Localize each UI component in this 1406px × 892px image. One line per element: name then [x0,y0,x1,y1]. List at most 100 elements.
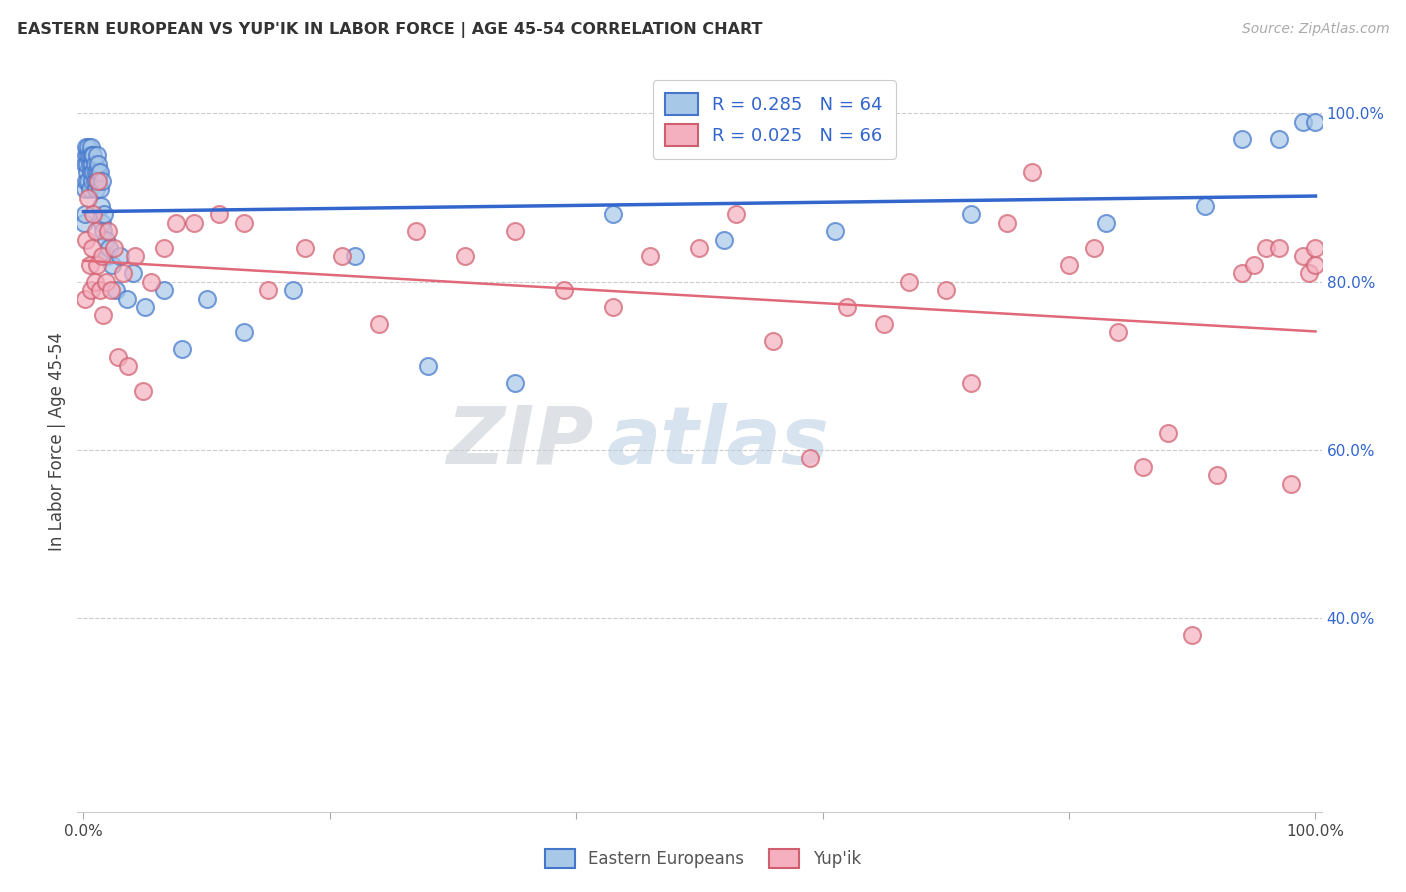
Point [73,216,96,230]
Point [107,351,129,365]
Point [1305,258,1327,272]
Point [104,283,127,297]
Point [1292,115,1315,129]
Point [1206,468,1229,483]
Point [165,216,187,230]
Point [73,292,96,306]
Point [87,174,110,188]
Point [368,317,391,331]
Point [935,283,957,297]
Point [82,157,104,171]
Point [82,207,104,221]
Point [124,250,146,264]
Point [1083,241,1105,255]
Point [553,283,575,297]
Point [111,266,134,280]
Point [76,157,98,171]
Point [73,157,96,171]
Point [93,207,115,221]
Point [725,207,748,221]
Point [1267,131,1289,145]
Point [602,300,624,314]
Point [997,216,1019,230]
Point [73,182,96,196]
Point [762,334,785,348]
Point [454,250,477,264]
Point [84,165,107,179]
Point [1181,628,1204,642]
Point [82,241,104,255]
Point [1156,426,1178,441]
Point [959,207,981,221]
Point [75,140,97,154]
Point [83,174,105,188]
Point [91,216,114,230]
Point [103,241,125,255]
Point [98,241,121,255]
Point [1107,325,1129,339]
Point [77,174,100,188]
Point [97,224,120,238]
Point [1095,216,1118,230]
Point [330,250,353,264]
Point [1298,266,1320,280]
Point [799,451,821,466]
Point [83,157,105,171]
Point [79,157,101,171]
Point [91,309,114,323]
Legend: R = 0.285   N = 64, R = 0.025   N = 66: R = 0.285 N = 64, R = 0.025 N = 66 [652,80,896,159]
Point [75,233,97,247]
Point [602,207,624,221]
Point [86,174,108,188]
Point [195,292,218,306]
Point [77,140,100,154]
Point [110,250,132,264]
Point [294,241,316,255]
Point [77,148,100,162]
Point [1279,476,1302,491]
Text: atlas: atlas [606,402,830,481]
Point [1194,199,1216,213]
Point [115,292,138,306]
Point [79,258,101,272]
Point [89,182,111,196]
Point [170,342,193,356]
Point [89,283,111,297]
Point [232,325,254,339]
Point [897,275,920,289]
Point [1292,250,1315,264]
Point [80,283,103,297]
Point [503,224,526,238]
Text: Source: ZipAtlas.com: Source: ZipAtlas.com [1241,22,1389,37]
Point [96,250,118,264]
Point [80,165,103,179]
Y-axis label: In Labor Force | Age 45-54: In Labor Force | Age 45-54 [48,332,66,551]
Point [152,241,174,255]
Point [503,376,526,390]
Point [91,174,114,188]
Text: EASTERN EUROPEAN VS YUP'IK IN LABOR FORCE | AGE 45-54 CORRELATION CHART: EASTERN EUROPEAN VS YUP'IK IN LABOR FORC… [17,22,762,38]
Point [418,359,440,373]
Text: ZIP: ZIP [446,402,593,481]
Point [1132,459,1154,474]
Point [82,174,104,188]
Point [87,165,110,179]
Point [82,165,104,179]
Point [89,165,111,179]
Point [91,250,114,264]
Point [257,283,280,297]
Point [80,140,103,154]
Point [75,174,97,188]
Point [86,258,108,272]
Point [1267,241,1289,255]
Point [1057,258,1080,272]
Point [91,224,114,238]
Point [117,359,139,373]
Point [141,275,163,289]
Point [713,233,735,247]
Point [75,207,97,221]
Point [959,376,981,390]
Point [90,199,112,213]
Point [183,216,205,230]
Point [121,266,143,280]
